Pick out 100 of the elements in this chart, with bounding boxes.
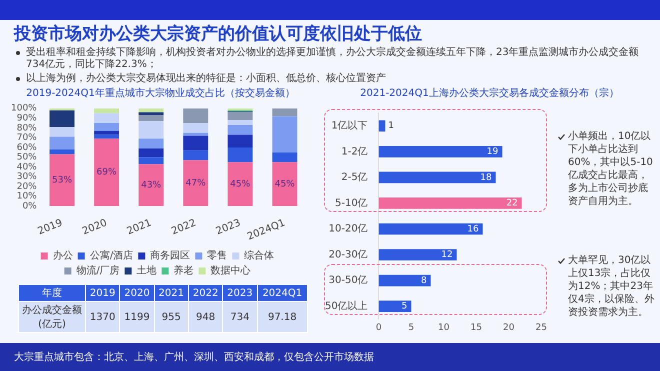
bar — [138, 138, 164, 148]
bar — [183, 123, 208, 133]
x-tick-label: 25 — [536, 322, 547, 333]
x-tick-label: 10 — [438, 322, 450, 333]
bar — [378, 120, 386, 132]
x-tick-label: 5 — [408, 322, 414, 333]
text: 受出租率和租金持续下降影响，机构投资者对办公物业的选择更加谨慎，办公大宗成交金额连续五年下降，23年重点监测城市办公成交金额734亿元，同比下降22.3%； — [26, 47, 639, 70]
y-tick-label: 100% — [10, 104, 38, 114]
data-label: 69% — [96, 168, 117, 178]
bar — [183, 136, 208, 150]
y-tick-label: 20% — [16, 182, 38, 192]
bar — [378, 172, 496, 184]
bar — [228, 112, 253, 120]
bar — [272, 108, 298, 116]
x-tick-label: 15 — [470, 322, 482, 333]
data-label: 45% — [230, 179, 251, 190]
legend-label: 数据中心 — [210, 264, 251, 277]
x-tick-label: 2019 — [86, 284, 120, 302]
bar — [138, 157, 164, 164]
bar — [94, 108, 120, 114]
x-tick-label: 2021 — [154, 284, 188, 302]
data-label: 97.18 — [257, 302, 308, 332]
bar — [228, 147, 253, 162]
x-tick-label: 2023 — [214, 218, 242, 238]
y-tick-label: 办公成交金额(亿元) — [22, 305, 82, 330]
bar — [378, 300, 412, 312]
text: 投资市场对办公类大宗资产的价值认可度依旧处于低位 — [14, 24, 422, 44]
data-label: 948 — [188, 302, 223, 332]
text: 大宗重点城市包含：北京、上海、广州、深圳、西安和成都，仅包含公开市场数据 — [14, 352, 374, 363]
y-tick-label: 30-50亿 — [328, 275, 368, 286]
y-tick-label: 1亿以下 — [331, 119, 368, 132]
bar — [138, 121, 164, 139]
bar — [94, 123, 120, 131]
data-label: 43% — [141, 180, 162, 190]
chart-title: 2019-2024Q1年重点城市大宗物业成交占比（按交易金额） — [26, 88, 295, 99]
y-tick-label: 2-5亿 — [341, 172, 368, 184]
y-tick-label: 5-10亿 — [335, 198, 368, 209]
data-label: 16 — [467, 224, 480, 234]
bar — [94, 134, 120, 139]
y-tick-label: 0% — [22, 201, 38, 212]
y-tick-label: 10% — [16, 192, 38, 202]
data-label: 18 — [480, 172, 492, 183]
legend-label: 物流/厂房 — [76, 264, 120, 277]
x-tick-label: 2021 — [125, 218, 154, 238]
x-tick-label: 2023 — [222, 284, 258, 302]
x-tick-label: 2022 — [170, 218, 198, 238]
chart-title: 2021-2024Q1上海办公类大宗交易各成交金额分布（宗） — [360, 88, 619, 99]
y-tick-label: 50亿以上 — [324, 300, 368, 312]
y-tick-label: 20-30亿 — [328, 249, 368, 260]
x-axis-title: 年度 — [42, 288, 62, 299]
x-tick-label: 2022 — [188, 284, 223, 302]
bar — [138, 115, 164, 122]
x-tick-label: 2020 — [80, 218, 109, 238]
legend-label: 养老 — [174, 264, 194, 277]
y-tick-label: 1-2亿 — [341, 146, 368, 158]
data-label: 53% — [52, 176, 72, 186]
data-label: 1199 — [120, 302, 154, 332]
legend-label: 综合体 — [244, 250, 274, 262]
legend-label: 公寓/酒店 — [90, 250, 134, 262]
bar — [183, 108, 208, 124]
bar — [228, 120, 253, 125]
text: 小单频出，10亿以下小单占比达到60%，其中以5-10亿成交占比最高，多为上市公司抄底资产自用为主。 — [568, 131, 653, 207]
bar — [378, 249, 457, 260]
bar — [138, 148, 164, 158]
y-tick-label: 50% — [16, 152, 38, 163]
bar — [378, 198, 522, 209]
y-tick-label: 60% — [16, 142, 38, 153]
data-label: 47% — [186, 178, 206, 188]
bar — [138, 108, 164, 112]
text: 以上海为例，办公类大宗交易体现出来的特征是：小面积、低总价、核心位置资产 — [26, 73, 386, 84]
bar — [378, 223, 483, 235]
legend-label: 商务园区 — [150, 250, 190, 262]
x-tick-label: 2024Q1 — [257, 284, 308, 302]
data-label: 1 — [388, 121, 394, 132]
bar — [94, 130, 120, 135]
bar — [272, 162, 298, 206]
bar — [50, 126, 74, 137]
bar — [138, 164, 164, 206]
bar — [94, 138, 120, 206]
bar — [378, 274, 431, 286]
legend-label: 办公 — [52, 250, 73, 262]
data-label: 12 — [441, 250, 453, 260]
data-label: 5 — [402, 302, 408, 312]
data-label: 1370 — [86, 302, 120, 332]
y-tick-label: 10-20亿 — [328, 224, 368, 235]
bar — [50, 136, 74, 150]
data-label: 45% — [274, 179, 296, 190]
data-label: 22 — [506, 198, 518, 209]
bar — [272, 152, 298, 162]
data-label: 8 — [421, 276, 428, 286]
bar — [228, 162, 253, 206]
bar — [50, 154, 74, 206]
y-tick-label: 90% — [16, 114, 38, 124]
bar — [228, 134, 253, 148]
y-tick-label: 30% — [16, 172, 38, 182]
text: 大单罕见，30亿以上仅13宗，占比仅为12%；其中23年仅4宗，以保险、外资投资需求为主。 — [568, 255, 654, 318]
bar — [378, 146, 502, 158]
bar — [50, 149, 74, 154]
legend-label: 零售 — [207, 250, 228, 262]
bar — [228, 125, 253, 135]
